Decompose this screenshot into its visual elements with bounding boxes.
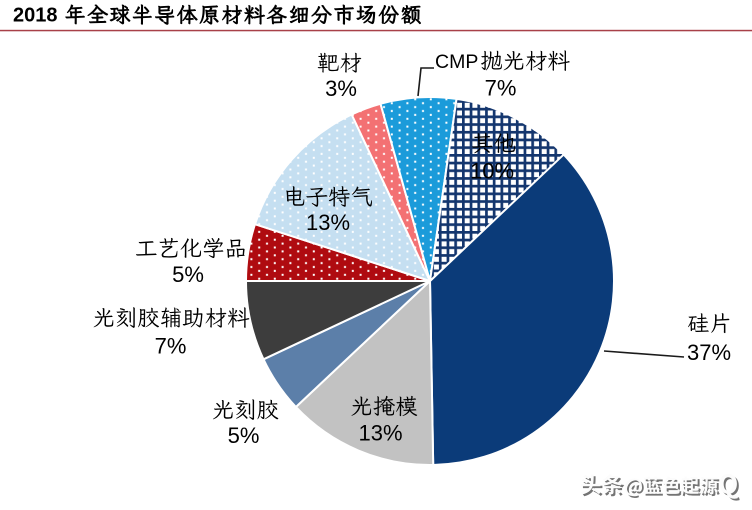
svg-text:CMP: CMP	[435, 51, 478, 73]
svg-text:13%: 13%	[306, 210, 350, 235]
svg-text:7%: 7%	[485, 75, 517, 100]
svg-text:3%: 3%	[325, 76, 357, 101]
svg-text:5%: 5%	[228, 423, 260, 448]
svg-text:10%: 10%	[470, 158, 514, 183]
svg-text:13%: 13%	[358, 420, 402, 445]
svg-text:5%: 5%	[172, 262, 204, 287]
svg-text:2018: 2018	[13, 5, 58, 27]
svg-text:37%: 37%	[687, 340, 731, 365]
svg-text:7%: 7%	[155, 333, 187, 358]
